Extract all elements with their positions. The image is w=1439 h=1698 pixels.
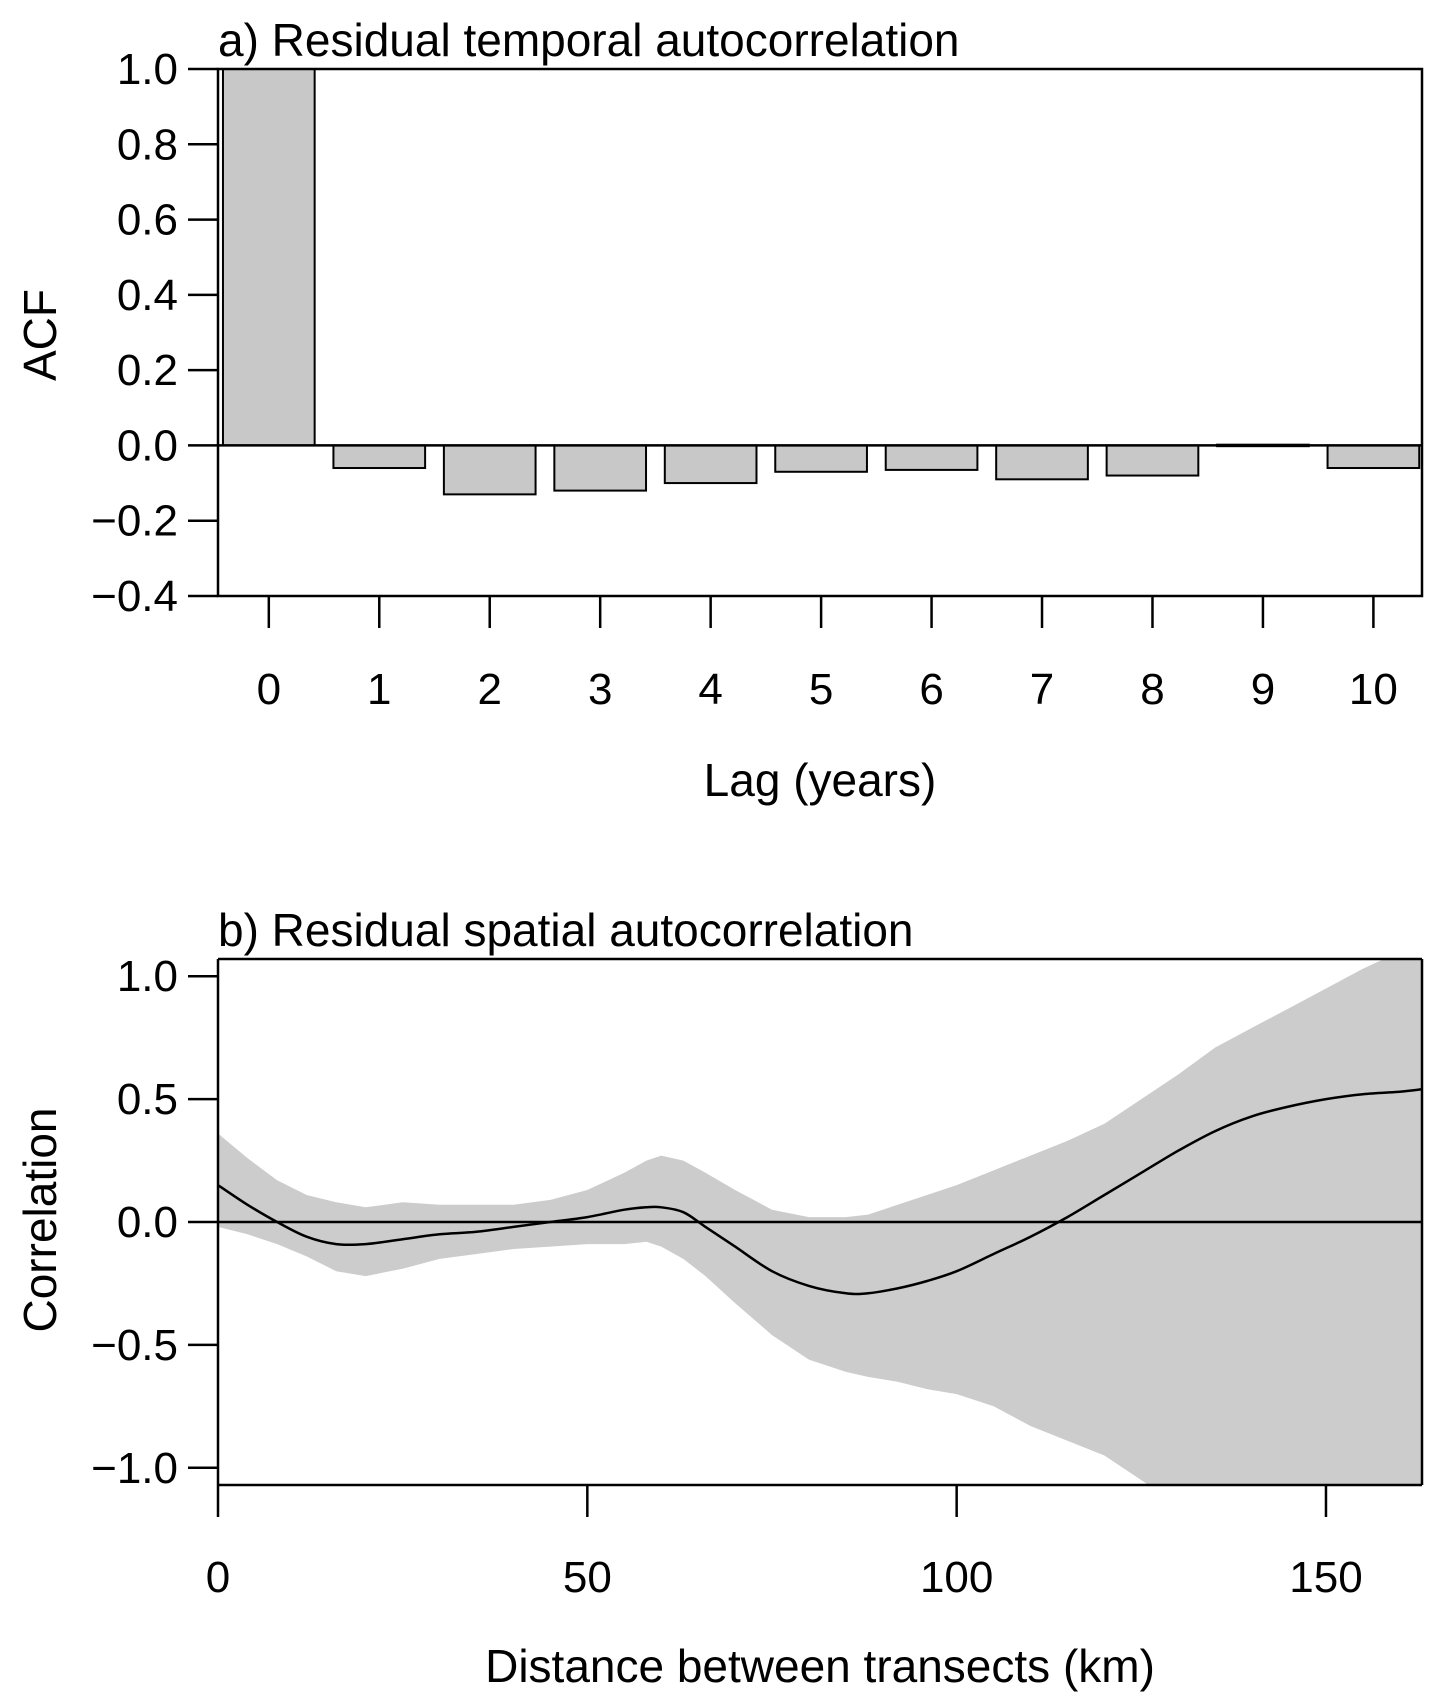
confidence-band xyxy=(218,959,1422,1485)
acf-bar-lag-5 xyxy=(774,444,868,473)
panel-b-y-tick-label: 0.0 xyxy=(117,1198,178,1247)
panel-a-x-axis-label: Lag (years) xyxy=(704,754,937,806)
panel-b-title: b) Residual spatial autocorrelation xyxy=(218,904,914,956)
panel-a-x-tick-label: 3 xyxy=(588,665,612,714)
panel-b-x-tick-label: 0 xyxy=(206,1553,230,1602)
panel-a-bars xyxy=(221,68,1421,496)
acf-bar-lag-3 xyxy=(553,444,648,492)
panel-a-x-tick-label: 2 xyxy=(477,665,501,714)
panel-a-y-tick-label: 0.2 xyxy=(117,346,178,395)
panel-a-x-tick-label: 0 xyxy=(257,665,281,714)
panel-b-plot xyxy=(218,959,1422,1485)
panel-b-y-tick-label: −1.0 xyxy=(91,1444,178,1493)
panel-b-x-tick-label: 50 xyxy=(563,1553,612,1602)
panel-b-y-tick-label: 1.0 xyxy=(117,952,178,1001)
panel-b-spatial-correlation: b) Residual spatial autocorrelation Corr… xyxy=(14,904,1424,1692)
acf-bar-lag-6 xyxy=(884,444,979,471)
panel-b-y-tick-label: 0.5 xyxy=(117,1075,178,1124)
panel-a-y-axis-label: ACF xyxy=(14,289,66,381)
acf-bar-lag-8 xyxy=(1105,444,1200,477)
panel-a-x-tick-label: 1 xyxy=(367,665,391,714)
panel-a-x-tick-label: 10 xyxy=(1349,665,1398,714)
acf-bar-lag-10 xyxy=(1326,444,1421,470)
panel-a-frame xyxy=(216,67,1424,598)
panel-a-y-tick-label: 1.0 xyxy=(117,45,178,94)
panel-a-y-tick-label: 0.0 xyxy=(117,421,178,470)
panel-a-x-tick-label: 9 xyxy=(1251,665,1275,714)
panel-b-x-tick-label: 100 xyxy=(920,1553,993,1602)
panel-a-axes: 1.0 0.8 0.6 0.4 0.2 0.0 −0.2 −0.4 0 1 2 3 4 5 6 7 8 9 10 xyxy=(91,45,1424,714)
panel-a-temporal-acf: a) Residual temporal autocorrelation ACF… xyxy=(14,14,1424,806)
panel-b-y-tick-label: −0.5 xyxy=(91,1321,178,1370)
correlation-line xyxy=(218,1088,1422,1296)
panel-b-x-axis-label: Distance between transects (km) xyxy=(485,1640,1155,1692)
panel-a-y-tick-label: 0.8 xyxy=(117,120,178,169)
panel-b-x-tick-label: 150 xyxy=(1289,1553,1362,1602)
acf-bar-lag-4 xyxy=(663,444,758,485)
panel-a-y-tick-label: 0.6 xyxy=(117,196,178,245)
panel-a-y-tick-label: 0.4 xyxy=(117,271,178,320)
acf-bar-lag-2 xyxy=(442,444,537,496)
panel-a-x-tick-label: 5 xyxy=(809,665,833,714)
acf-bar-lag-7 xyxy=(995,444,1089,481)
panel-a-x-tick-label: 7 xyxy=(1030,665,1054,714)
panel-a-title: a) Residual temporal autocorrelation xyxy=(218,14,960,66)
panel-a-x-tick-label: 6 xyxy=(919,665,943,714)
panel-a-y-tick-label: −0.4 xyxy=(91,572,178,621)
acf-bar-lag-0 xyxy=(221,68,316,447)
panel-b-y-axis-label: Correlation xyxy=(14,1108,66,1333)
panel-a-x-tick-label: 8 xyxy=(1140,665,1164,714)
panel-a-x-tick-label: 4 xyxy=(698,665,722,714)
acf-bar-lag-1 xyxy=(332,444,427,470)
panel-a-y-tick-label: −0.2 xyxy=(91,497,178,546)
panel-b-axes: 1.0 0.5 0.0 −0.5 −1.0 0 50 100 150 xyxy=(91,952,1424,1602)
